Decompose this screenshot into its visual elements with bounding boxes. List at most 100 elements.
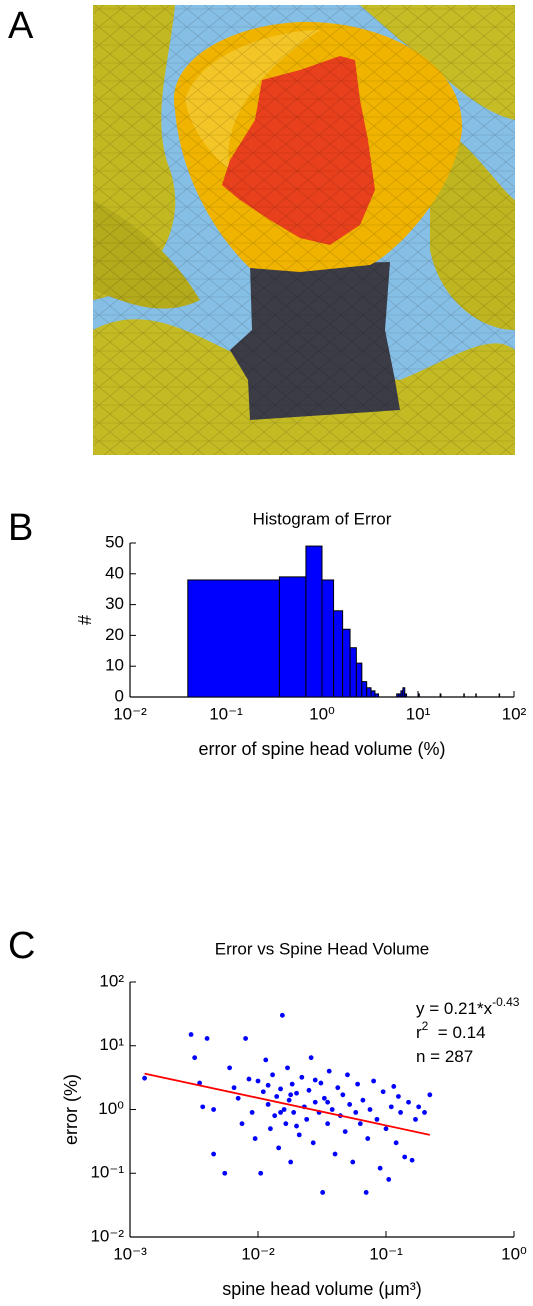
point	[320, 1190, 326, 1195]
point	[246, 1076, 252, 1082]
point	[367, 1107, 373, 1112]
y-tick-label: 20	[105, 625, 124, 644]
point	[274, 1094, 280, 1099]
point	[318, 1080, 324, 1086]
point	[286, 1097, 292, 1103]
bar	[305, 545, 323, 698]
x-axis-label: error of spine head volume (%)	[198, 739, 445, 759]
render-image	[93, 5, 515, 455]
point	[353, 1110, 359, 1115]
bar	[475, 693, 477, 698]
point	[380, 1089, 386, 1095]
bar	[355, 662, 363, 698]
point	[227, 1065, 233, 1071]
panel-letter: A	[8, 5, 34, 47]
point	[388, 1104, 394, 1110]
point	[326, 1068, 332, 1074]
point	[294, 1090, 299, 1096]
point	[142, 1075, 147, 1081]
point	[270, 1072, 275, 1078]
point	[321, 1095, 327, 1101]
point	[342, 1129, 348, 1135]
y-tick-label: 10	[105, 656, 124, 675]
y-axis-label: error (%)	[61, 1074, 81, 1145]
point	[340, 1092, 346, 1098]
bar	[321, 579, 335, 698]
point	[325, 1099, 331, 1105]
x-tick-label: 10⁻²	[241, 1244, 275, 1263]
bar	[370, 690, 376, 698]
point	[312, 1077, 318, 1083]
point	[288, 1159, 294, 1165]
y-tick-label: 50	[105, 532, 124, 551]
point	[263, 1057, 269, 1063]
point	[260, 1089, 266, 1095]
annotation: n = 287	[416, 1047, 473, 1066]
bar	[404, 693, 408, 698]
point	[252, 1136, 258, 1141]
x-tick-label: 10⁻¹	[369, 1244, 403, 1263]
point	[231, 1085, 237, 1091]
point	[329, 1107, 335, 1112]
point	[422, 1110, 427, 1115]
point	[402, 1154, 408, 1160]
point	[386, 1177, 392, 1182]
point	[374, 1116, 380, 1122]
point	[391, 1084, 397, 1089]
point	[222, 1170, 228, 1176]
point	[363, 1190, 369, 1195]
x-tick-label: 10⁰	[309, 704, 335, 723]
y-tick-label: 10⁻²	[90, 1226, 124, 1245]
bar	[333, 610, 344, 698]
point	[396, 1094, 401, 1099]
point	[289, 1081, 295, 1087]
fit-line	[144, 1072, 431, 1136]
annotation-text: n = 287	[416, 1047, 473, 1066]
annotation-tail: = 0.14	[428, 1023, 485, 1042]
point	[393, 1140, 399, 1146]
bar	[187, 579, 280, 698]
point	[188, 1032, 194, 1037]
point	[347, 1102, 353, 1107]
bar	[498, 693, 501, 698]
bar	[439, 693, 442, 698]
x-tick-label: 10⁰	[501, 1244, 527, 1263]
bar	[278, 576, 307, 698]
point	[416, 1104, 422, 1110]
point	[294, 1123, 299, 1129]
point	[239, 1121, 245, 1127]
bar	[361, 681, 368, 698]
point	[276, 1145, 282, 1151]
x-tick-label: 10²	[502, 704, 527, 723]
y-tick-label: 40	[105, 563, 124, 582]
point	[279, 1012, 285, 1018]
point	[365, 1136, 371, 1141]
x-tick-label: 10⁻²	[113, 704, 147, 723]
point	[350, 1159, 356, 1165]
bar	[342, 628, 351, 698]
point	[272, 1113, 278, 1119]
point	[312, 1099, 318, 1105]
point	[200, 1104, 206, 1110]
point	[265, 1102, 271, 1107]
x-tick-label: 10⁻¹	[209, 704, 243, 723]
bar	[402, 687, 406, 698]
panel-letter: C	[8, 925, 35, 967]
annotation-sup: -0.43	[492, 995, 520, 1009]
point	[281, 1107, 287, 1112]
y-tick-label: 10¹	[99, 1035, 124, 1054]
point	[345, 1072, 350, 1078]
point	[285, 1065, 290, 1071]
point	[310, 1140, 316, 1146]
point	[249, 1110, 255, 1115]
point	[211, 1151, 217, 1157]
point	[332, 1151, 338, 1157]
annotation-text: y = 0.21*x	[416, 999, 493, 1018]
point	[371, 1078, 376, 1084]
annotation: y = 0.21*x-0.43	[416, 995, 520, 1018]
point	[211, 1107, 217, 1112]
point	[265, 1082, 271, 1088]
point	[335, 1085, 341, 1091]
point	[243, 1036, 248, 1041]
point	[377, 1165, 383, 1171]
